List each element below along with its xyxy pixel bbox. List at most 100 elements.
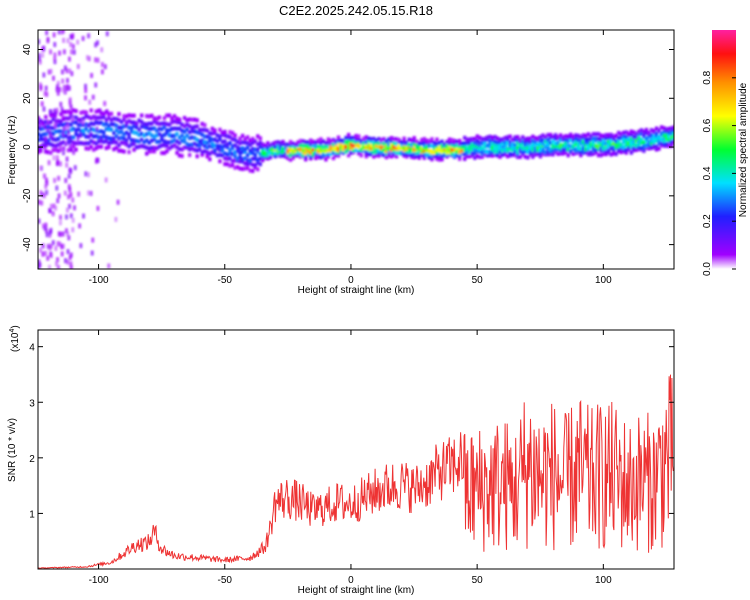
heatmap-cell <box>422 143 427 148</box>
heatmap-cell <box>596 137 601 142</box>
heatmap-cell <box>452 153 457 158</box>
heatmap-cell <box>233 133 237 138</box>
heatmap-cell <box>518 146 522 151</box>
heatmap-cell <box>281 146 285 151</box>
heatmap-cell <box>632 130 636 135</box>
heatmap-cell <box>213 150 217 155</box>
heatmap-noise <box>105 31 109 37</box>
heatmap-cell <box>659 125 664 130</box>
heatmap-cell <box>225 145 230 150</box>
heatmap-cell <box>147 131 151 136</box>
heatmap-cell <box>604 152 608 157</box>
heatmap-cell <box>261 148 265 153</box>
heatmap-cell <box>208 139 212 144</box>
heatmap-cell <box>69 114 73 119</box>
heatmap-cell <box>513 143 517 148</box>
heatmap-cell <box>301 143 305 148</box>
heatmap-cell <box>119 125 124 130</box>
heatmap-cell <box>109 117 114 122</box>
heatmap-noise <box>69 34 73 40</box>
heatmap-noise <box>81 119 85 125</box>
heatmap-cell <box>669 131 674 136</box>
heatmap-cell <box>367 136 371 141</box>
heatmap-cell <box>609 132 613 137</box>
heatmap-cell <box>425 148 429 153</box>
heatmap-cell <box>117 143 121 148</box>
heatmap-cell <box>402 145 406 150</box>
heatmap-cell <box>372 145 376 150</box>
heatmap-cell <box>669 126 674 131</box>
heatmap-cell <box>276 142 280 147</box>
heatmap-cell <box>190 135 194 140</box>
heatmap-noise <box>66 259 70 265</box>
heatmap-cell <box>541 151 545 156</box>
heatmap-noise <box>86 172 90 178</box>
heatmap-cell <box>546 150 550 155</box>
heatmap-cell <box>74 132 78 137</box>
heatmap-cell <box>177 120 182 125</box>
heatmap-cell <box>599 153 603 158</box>
heatmap-noise <box>54 119 58 125</box>
heatmap-cell <box>611 134 616 139</box>
heatmap-cell <box>447 150 452 155</box>
heatmap-cell <box>114 123 119 128</box>
heatmap-cell <box>192 124 197 129</box>
heatmap-noise <box>38 218 41 224</box>
heatmap-cell <box>288 148 293 153</box>
heatmap-cell <box>526 139 530 144</box>
heatmap-cell <box>152 137 156 142</box>
heatmap-cell <box>521 141 525 146</box>
heatmap-cell <box>632 142 636 147</box>
heatmap-cell <box>478 135 482 140</box>
heatmap-cell <box>528 145 533 150</box>
heatmap-noise <box>56 265 60 269</box>
heatmap-cell <box>382 148 386 153</box>
heatmap-cell <box>278 141 283 146</box>
heatmap-cell <box>49 120 53 125</box>
heatmap-cell <box>109 136 114 141</box>
heatmap-cell <box>240 133 245 138</box>
heatmap-cell <box>399 146 404 151</box>
heatmap-noise <box>41 251 45 257</box>
heatmap-cell <box>256 147 260 152</box>
heatmap-cell <box>389 150 394 155</box>
heatmap-noise <box>47 69 51 75</box>
heatmap-cell <box>165 149 169 154</box>
heatmap-cell <box>97 129 101 134</box>
heatmap-cell <box>245 145 250 150</box>
heatmap-cell <box>392 145 396 150</box>
heatmap-cell <box>503 140 507 145</box>
heatmap-cell <box>301 139 305 144</box>
heatmap-cell <box>397 143 401 148</box>
heatmap-cell <box>457 156 462 161</box>
heatmap-cell <box>304 155 308 160</box>
heatmap-cell <box>162 139 167 144</box>
heatmap-cell <box>513 135 517 140</box>
heatmap-cell <box>468 143 472 148</box>
heatmap-cell <box>644 130 649 135</box>
heatmap-cell <box>177 147 182 152</box>
heatmap-cell <box>172 133 177 138</box>
heatmap-cell <box>505 154 510 159</box>
heatmap-cell <box>240 157 245 162</box>
heatmap-noise <box>100 47 104 53</box>
heatmap-cell <box>253 147 257 152</box>
heatmap-cell <box>86 146 91 151</box>
heatmap-cell <box>165 128 169 133</box>
heatmap-cell <box>639 146 644 151</box>
heatmap-cell <box>240 150 245 155</box>
heatmap-noise <box>64 228 68 234</box>
heatmap-cell <box>538 138 543 143</box>
heatmap-cell <box>192 136 197 141</box>
heatmap-cell <box>538 142 543 147</box>
heatmap-cell <box>500 148 505 153</box>
heatmap-cell <box>445 139 449 144</box>
heatmap-cell <box>611 145 616 150</box>
heatmap-cell <box>238 166 242 171</box>
heatmap-cell <box>258 144 262 149</box>
heatmap-cell <box>372 136 376 141</box>
heatmap-cell <box>647 130 651 135</box>
heatmap-noise <box>63 65 67 71</box>
heatmap-cell <box>256 167 260 172</box>
heatmap-noise <box>98 108 102 114</box>
